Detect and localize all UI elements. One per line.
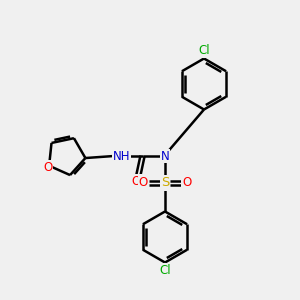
- Text: O: O: [182, 176, 191, 190]
- Text: S: S: [161, 176, 169, 190]
- Text: O: O: [43, 161, 52, 174]
- Text: N: N: [160, 149, 169, 163]
- Text: O: O: [139, 176, 148, 190]
- Text: Cl: Cl: [198, 44, 210, 57]
- Text: Cl: Cl: [159, 264, 171, 278]
- Text: O: O: [132, 175, 141, 188]
- Text: NH: NH: [113, 149, 130, 163]
